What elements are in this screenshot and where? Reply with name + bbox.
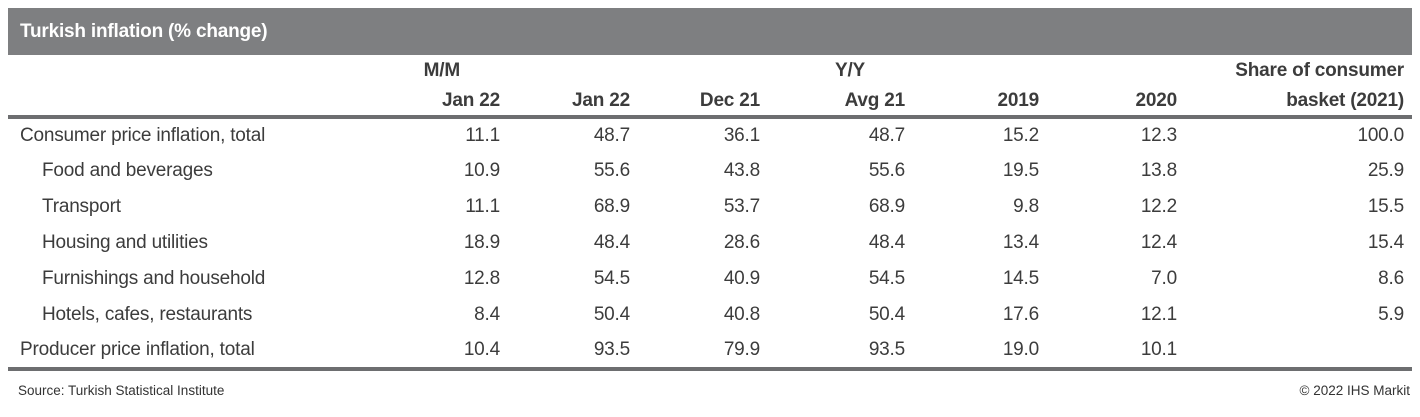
figure-title: Turkish inflation (% change) xyxy=(20,21,268,42)
table-row: Producer price inflation, total 10.4 93.… xyxy=(8,333,1412,371)
cell: 15.2 xyxy=(1002,125,1039,146)
cell: 13.8 xyxy=(1140,160,1177,181)
row-label: Housing and utilities xyxy=(42,232,208,253)
col-header-basket: basket (2021) xyxy=(1185,86,1412,119)
cell: 10.9 xyxy=(463,160,500,181)
table-row: Consumer price inflation, total 11.1 48.… xyxy=(8,117,1412,153)
figure-footer: Source: Turkish Statistical Institute © … xyxy=(8,371,1412,410)
table-row: Food and beverages 10.9 55.6 43.8 55.6 1… xyxy=(8,153,1412,189)
cell: 43.8 xyxy=(723,160,760,181)
table-row: Hotels, cafes, restaurants 8.4 50.4 40.8… xyxy=(8,297,1412,333)
source-note: Source: Turkish Statistical Institute xyxy=(18,383,225,398)
cell: 8.6 xyxy=(1378,268,1404,289)
cell: 54.5 xyxy=(593,268,630,289)
cell: 9.8 xyxy=(1013,196,1039,217)
table-header: M/M Y/Y Share of consumer Jan 22 Jan 22 … xyxy=(8,55,1412,119)
cell: 12.2 xyxy=(1140,196,1177,217)
spacer-cell xyxy=(638,55,768,86)
cell: 11.1 xyxy=(465,196,500,217)
table-row: Housing and utilities 18.9 48.4 28.6 48.… xyxy=(8,225,1412,261)
header-columns-row: Jan 22 Jan 22 Dec 21 Avg 21 2019 2020 ba… xyxy=(8,86,1412,119)
cell: 93.5 xyxy=(768,333,913,371)
spacer-cell xyxy=(8,55,408,86)
cell: 100.0 xyxy=(1357,125,1404,146)
cell: 19.5 xyxy=(1002,160,1039,181)
col-group-share: Share of consumer xyxy=(1235,59,1404,81)
spacer-cell xyxy=(8,86,408,119)
cell: 15.5 xyxy=(1367,196,1404,217)
cell: 48.4 xyxy=(868,232,905,253)
col-header-avg21: Avg 21 xyxy=(768,86,913,119)
cell: 55.6 xyxy=(868,160,905,181)
cell: 15.4 xyxy=(1367,232,1404,253)
cell: 68.9 xyxy=(593,196,630,217)
cell xyxy=(1185,333,1412,371)
title-bar: Turkish inflation (% change) xyxy=(8,8,1412,55)
row-label: Producer price inflation, total xyxy=(8,333,408,371)
row-label: Consumer price inflation, total xyxy=(20,125,266,146)
cell: 17.6 xyxy=(1002,304,1039,325)
cell: 28.6 xyxy=(723,232,760,253)
cell: 10.1 xyxy=(1047,333,1185,371)
row-label: Furnishings and household xyxy=(42,268,266,289)
cell: 79.9 xyxy=(638,333,768,371)
cell: 48.4 xyxy=(593,232,630,253)
cell: 50.4 xyxy=(868,304,905,325)
col-header-mm-jan22: Jan 22 xyxy=(408,86,508,119)
cell: 48.7 xyxy=(593,125,630,146)
table-body: Consumer price inflation, total 11.1 48.… xyxy=(8,117,1412,371)
cell: 36.1 xyxy=(723,125,760,146)
cell: 40.8 xyxy=(723,304,760,325)
col-header-dec21: Dec 21 xyxy=(638,86,768,119)
cell: 14.5 xyxy=(1002,268,1039,289)
table-row: Furnishings and household 12.8 54.5 40.9… xyxy=(8,261,1412,297)
cell: 93.5 xyxy=(508,333,638,371)
cell: 13.4 xyxy=(1002,232,1039,253)
cell: 40.9 xyxy=(723,268,760,289)
col-group-yy: Y/Y xyxy=(834,59,865,81)
cell: 12.1 xyxy=(1140,304,1177,325)
cell: 5.9 xyxy=(1378,304,1404,325)
copyright-note: © 2022 IHS Markit xyxy=(1299,383,1411,398)
cell: 25.9 xyxy=(1367,160,1404,181)
cell: 12.3 xyxy=(1140,125,1177,146)
spacer-cell xyxy=(508,55,638,86)
cell: 7.0 xyxy=(1151,268,1177,289)
cell: 53.7 xyxy=(723,196,760,217)
cell: 50.4 xyxy=(593,304,630,325)
row-label: Hotels, cafes, restaurants xyxy=(42,304,253,325)
col-header-2020: 2020 xyxy=(1047,86,1185,119)
col-group-mm: M/M xyxy=(423,59,461,81)
cell: 68.9 xyxy=(868,196,905,217)
inflation-table: M/M Y/Y Share of consumer Jan 22 Jan 22 … xyxy=(8,55,1412,371)
row-label: Food and beverages xyxy=(42,160,213,181)
cell: 10.4 xyxy=(408,333,508,371)
cell: 48.7 xyxy=(868,125,905,146)
table-row: Transport 11.1 68.9 53.7 68.9 9.8 12.2 1… xyxy=(8,189,1412,225)
cell: 19.0 xyxy=(913,333,1047,371)
col-header-yy-jan22: Jan 22 xyxy=(508,86,638,119)
row-label: Transport xyxy=(42,196,121,217)
cell: 55.6 xyxy=(593,160,630,181)
col-header-2019: 2019 xyxy=(913,86,1047,119)
spacer-cell xyxy=(913,55,1047,86)
cell: 12.8 xyxy=(463,268,500,289)
cell: 18.9 xyxy=(463,232,500,253)
cell: 11.1 xyxy=(465,125,500,146)
cell: 12.4 xyxy=(1140,232,1177,253)
spacer-cell xyxy=(1047,55,1185,86)
cell: 8.4 xyxy=(474,304,500,325)
header-group-row: M/M Y/Y Share of consumer xyxy=(8,55,1412,86)
cell: 54.5 xyxy=(868,268,905,289)
